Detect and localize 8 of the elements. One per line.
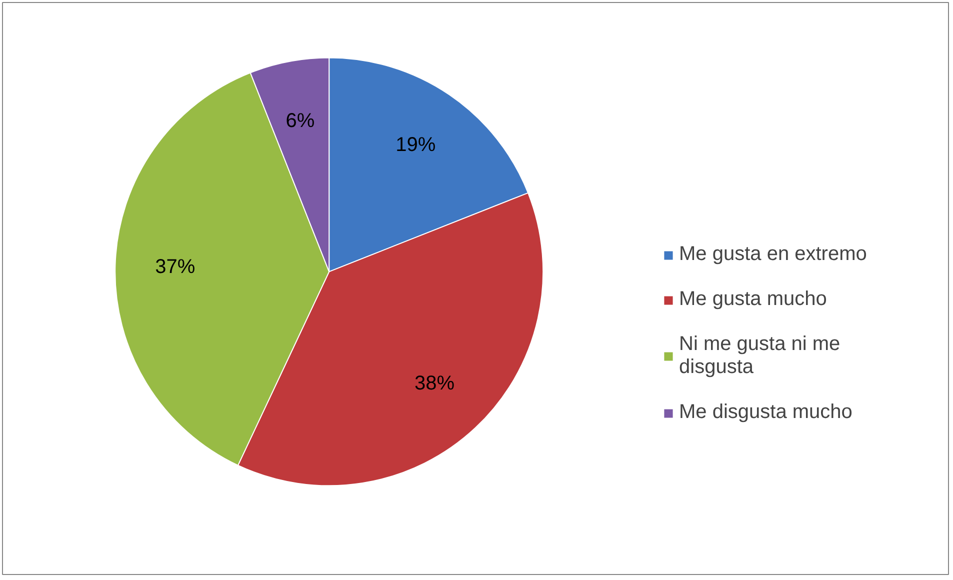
data-label: 37% bbox=[155, 256, 196, 278]
data-label: 19% bbox=[396, 134, 436, 156]
legend-label: Me gusta mucho bbox=[679, 288, 827, 311]
legend-label: Me gusta en extremo bbox=[679, 243, 867, 266]
data-label: 38% bbox=[414, 372, 455, 395]
legend-label: Me disgusta mucho bbox=[679, 401, 852, 424]
data-label: 6% bbox=[286, 110, 315, 132]
legend-label: Ni me gusta ni me disgusta bbox=[679, 333, 840, 379]
